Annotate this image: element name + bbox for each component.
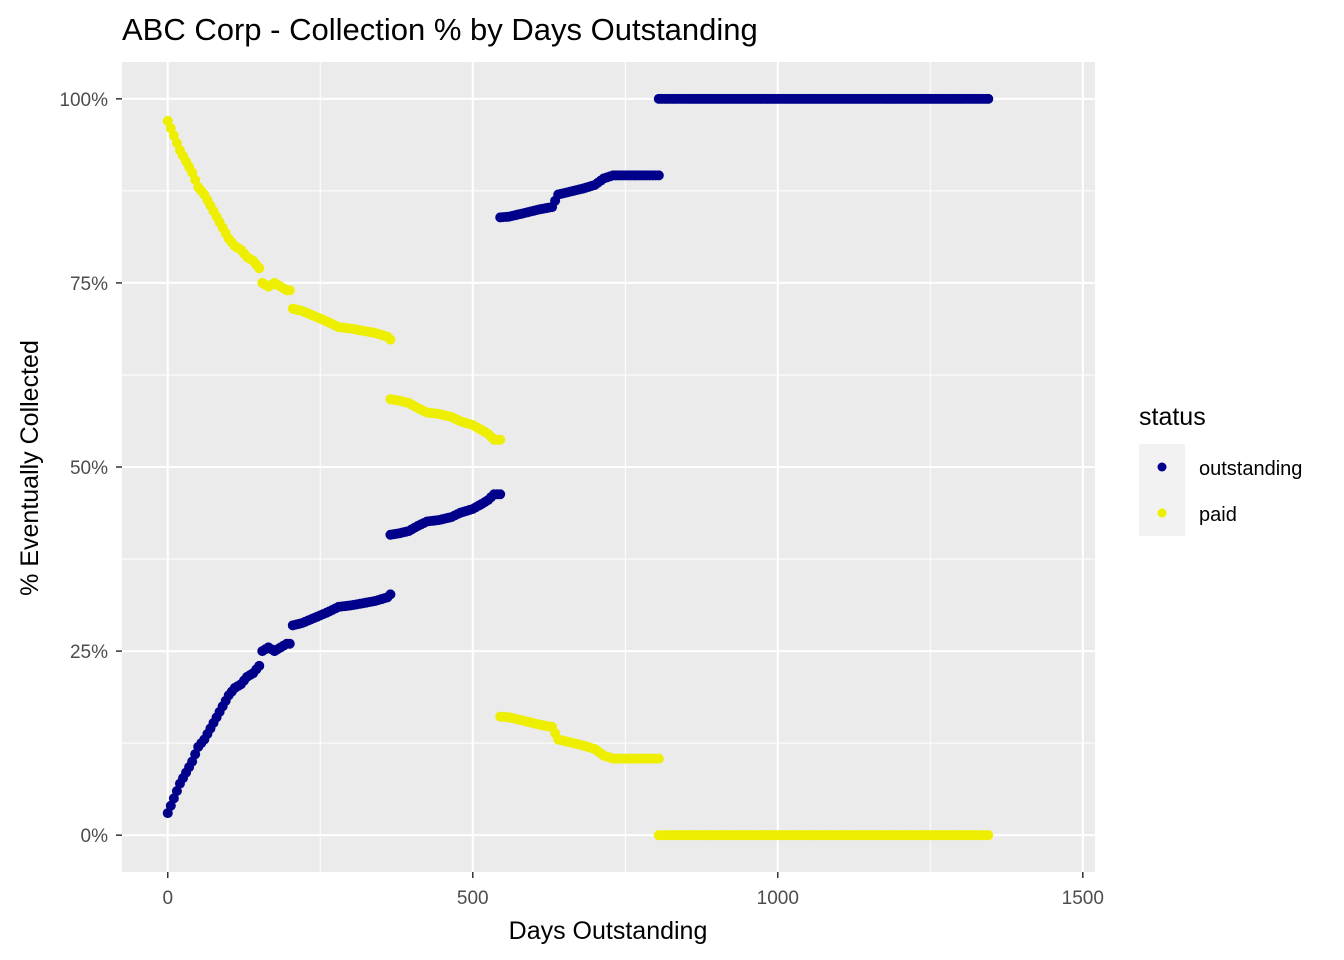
y-tick-label: 50% [70,458,108,479]
major-gridlines [122,62,1095,872]
chart-title: ABC Corp - Collection % by Days Outstand… [122,12,758,47]
legend-label-outstanding: outstanding [1199,458,1302,480]
y-axis: 0% 25% 50% 75% 100% [59,90,122,847]
x-tick-label: 1000 [757,888,799,909]
data-point-paid [254,263,265,274]
data-point-outstanding [653,170,664,181]
series-outstanding [162,93,994,819]
data-point-paid [385,334,396,345]
data-point-outstanding [254,660,265,671]
data-point-paid [983,830,994,841]
series-paid [162,115,994,841]
legend-title: status [1139,403,1206,431]
y-tick-label: 75% [70,274,108,295]
legend-label-paid: paid [1199,504,1237,526]
data-point-paid [284,285,295,296]
data-point-outstanding [385,589,396,600]
y-tick-label: 0% [81,826,109,847]
data-point-outstanding [983,93,994,104]
x-tick-label: 0 [162,888,173,909]
data-points [162,93,994,841]
legend-paid-dot [1157,508,1167,518]
y-tick-label: 100% [59,90,108,111]
legend: status outstanding paid [1139,403,1302,536]
x-tick-label: 500 [457,888,489,909]
x-axis-title: Days Outstanding [509,917,708,945]
data-point-paid [653,753,664,764]
data-point-outstanding [495,489,506,500]
data-point-paid [495,434,506,445]
y-tick-label: 25% [70,642,108,663]
x-axis: 0 500 1000 1500 [162,872,1104,909]
data-point-outstanding [284,638,295,649]
x-tick-label: 1500 [1062,888,1104,909]
legend-outstanding-dot [1157,462,1167,472]
y-axis-title: % Eventually Collected [16,340,44,596]
